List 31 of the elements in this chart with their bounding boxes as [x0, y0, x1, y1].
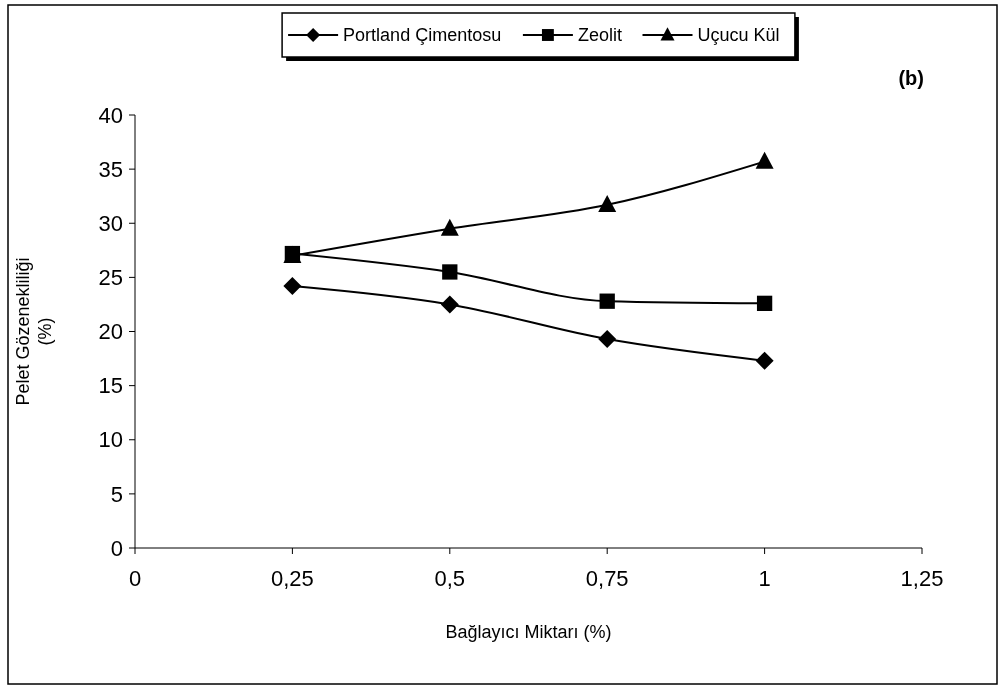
x-tick-label: 0,75 — [585, 565, 629, 591]
point — [756, 295, 773, 312]
point — [440, 218, 459, 236]
point — [442, 264, 458, 280]
point — [599, 293, 615, 309]
point — [755, 351, 774, 370]
point — [440, 295, 459, 314]
point — [598, 330, 617, 349]
point — [283, 277, 302, 296]
y-tick-label: 10 — [98, 427, 123, 453]
y-axis-title: Pelet Gözenekliliği (%) — [13, 257, 55, 406]
y-tick-label: 40 — [98, 102, 123, 128]
point — [598, 194, 617, 213]
x-tick-label: 0,5 — [434, 565, 466, 591]
x-tick-label: 1 — [758, 565, 771, 591]
y-tick-label: 35 — [98, 156, 123, 182]
x-tick-label: 0,25 — [270, 565, 314, 591]
legend-label: Portland Çimentosu — [343, 25, 502, 46]
x-tick-label: 1,25 — [900, 565, 944, 591]
point — [755, 151, 774, 169]
y-tick-label: 15 — [98, 373, 123, 399]
y-tick-label: 25 — [98, 265, 123, 291]
text: (b) — [898, 67, 924, 89]
x-tick-label: 0 — [128, 565, 142, 591]
legend-label: Uçucu Kül — [697, 25, 780, 46]
legend-label: Zeolit — [577, 25, 622, 46]
y-tick-label: 5 — [110, 481, 123, 507]
x-axis-title: Bağlayıcı Miktarı (%) — [445, 622, 612, 642]
y-tick-label: 0 — [110, 535, 123, 561]
y-tick-label: 20 — [98, 319, 123, 345]
y-tick-label: 30 — [98, 210, 123, 236]
